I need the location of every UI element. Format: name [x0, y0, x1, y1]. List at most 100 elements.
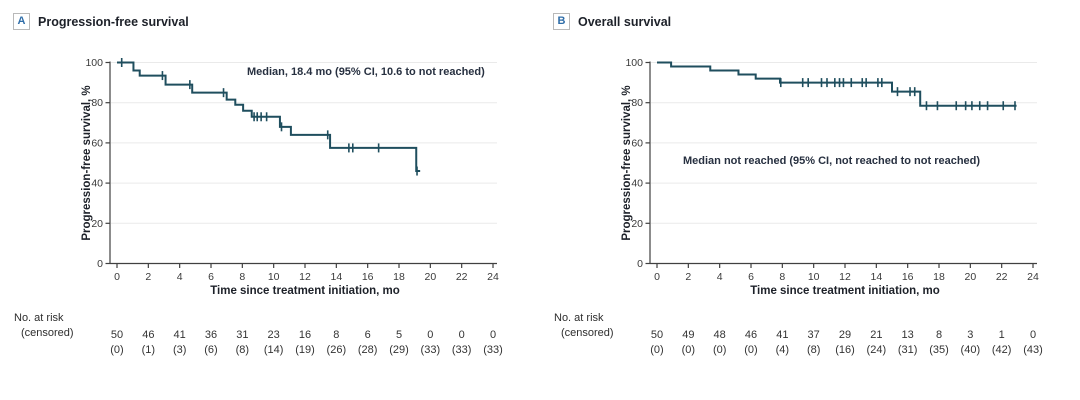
at-risk-value: 1 — [999, 329, 1005, 341]
at-risk-value: 50 — [651, 329, 663, 341]
y-tick-label: 60 — [91, 137, 103, 149]
at-risk-value: 41 — [776, 329, 788, 341]
y-tick-label: 40 — [91, 178, 103, 190]
x-tick-label: 2 — [685, 271, 691, 283]
x-axis-title: Time since treatment initiation, mo — [750, 285, 940, 297]
at-risk-value: 29 — [839, 329, 851, 341]
survival-curve — [117, 61, 421, 173]
censored-count: (0) — [744, 344, 757, 356]
x-tick-label: 14 — [330, 271, 342, 283]
x-tick-label: 8 — [239, 271, 245, 283]
at-risk-value: 3 — [967, 329, 973, 341]
risk-table-header: No. at risk (censored) — [14, 311, 74, 341]
at-risk-value: 46 — [745, 329, 757, 341]
at-risk-value: 13 — [902, 329, 914, 341]
censored-label: (censored) — [561, 327, 614, 339]
x-tick-label: 10 — [268, 271, 280, 283]
x-tick-label: 2 — [145, 271, 151, 283]
censored-count: (0) — [110, 344, 123, 356]
censored-label: (censored) — [21, 327, 74, 339]
y-tick-label: 0 — [637, 258, 643, 270]
censored-count: (3) — [173, 344, 186, 356]
at-risk-value: 8 — [333, 329, 339, 341]
x-tick-label: 16 — [902, 271, 914, 283]
at-risk-value: 16 — [299, 329, 311, 341]
at-risk-value: 23 — [268, 329, 280, 341]
censored-count: (6) — [204, 344, 217, 356]
x-tick-label: 4 — [177, 271, 183, 283]
censored-count: (33) — [483, 344, 503, 356]
y-tick-label: 0 — [97, 258, 103, 270]
y-axis-title: Progression-free survival, % — [621, 85, 633, 241]
censored-count: (1) — [142, 344, 155, 356]
at-risk-value: 0 — [1030, 329, 1036, 341]
y-tick-label: 40 — [631, 178, 643, 190]
x-tick-label: 12 — [839, 271, 851, 283]
at-risk-value: 0 — [459, 329, 465, 341]
at-risk-value: 37 — [808, 329, 820, 341]
y-axis-title: Progression-free survival, % — [81, 85, 93, 241]
at-risk-value: 0 — [427, 329, 433, 341]
y-tick-label: 80 — [631, 97, 643, 109]
censored-count: (4) — [776, 344, 789, 356]
censored-count: (8) — [807, 344, 820, 356]
x-tick-label: 6 — [208, 271, 214, 283]
at-risk-value: 21 — [870, 329, 882, 341]
x-tick-label: 22 — [456, 271, 468, 283]
panel-title: Overall survival — [578, 14, 672, 29]
x-tick-label: 22 — [996, 271, 1008, 283]
censored-count: (24) — [867, 344, 887, 356]
x-tick-label: 18 — [393, 271, 405, 283]
censored-count: (0) — [682, 344, 695, 356]
x-tick-label: 0 — [654, 271, 660, 283]
censored-count: (33) — [452, 344, 472, 356]
x-tick-label: 20 — [424, 271, 436, 283]
y-tick-label: 20 — [91, 218, 103, 230]
at-risk-value: 41 — [174, 329, 186, 341]
censored-count: (0) — [650, 344, 663, 356]
y-tick-label: 100 — [625, 57, 643, 69]
censored-count: (16) — [835, 344, 855, 356]
x-tick-label: 10 — [808, 271, 820, 283]
censored-count: (33) — [421, 344, 441, 356]
panel-letter-badge: B — [553, 13, 570, 30]
censored-count: (0) — [713, 344, 726, 356]
at-risk-value: 6 — [365, 329, 371, 341]
at-risk-value: 48 — [714, 329, 726, 341]
x-tick-label: 4 — [717, 271, 723, 283]
y-tick-label: 20 — [631, 218, 643, 230]
risk-label: No. at risk — [554, 312, 604, 324]
censored-count: (26) — [327, 344, 347, 356]
risk-table-header: No. at risk (censored) — [554, 311, 614, 341]
at-risk-value: 50 — [111, 329, 123, 341]
x-tick-label: 20 — [964, 271, 976, 283]
at-risk-value: 31 — [236, 329, 248, 341]
x-tick-label: 24 — [1027, 271, 1039, 283]
censored-count: (31) — [898, 344, 918, 356]
x-tick-label: 24 — [487, 271, 499, 283]
y-tick-label: 60 — [631, 137, 643, 149]
panel-overall-survival: B Overall survival 0 20 40 60 80 100 0 2 4 6 8 10 12… — [540, 0, 1080, 400]
x-tick-label: 16 — [362, 271, 374, 283]
panel-title: Progression-free survival — [38, 14, 189, 29]
censored-count: (43) — [1023, 344, 1043, 356]
x-tick-label: 18 — [933, 271, 945, 283]
at-risk-value: 8 — [936, 329, 942, 341]
panel-progression-free-survival: A Progression-free survival 0 20 40 60 80 100… — [13, 13, 503, 356]
survival-curve — [657, 61, 1017, 107]
censored-count: (35) — [929, 344, 949, 356]
x-tick-label: 12 — [299, 271, 311, 283]
risk-label: No. at risk — [14, 312, 64, 324]
x-tick-label: 6 — [748, 271, 754, 283]
censored-count: (19) — [295, 344, 315, 356]
median-annotation: Median not reached (95% CI, not reached … — [683, 155, 981, 167]
censored-count: (8) — [236, 344, 249, 356]
x-tick-label: 8 — [779, 271, 785, 283]
at-risk-value: 46 — [142, 329, 154, 341]
y-tick-label: 100 — [85, 57, 103, 69]
at-risk-value: 5 — [396, 329, 402, 341]
censored-count: (42) — [992, 344, 1012, 356]
